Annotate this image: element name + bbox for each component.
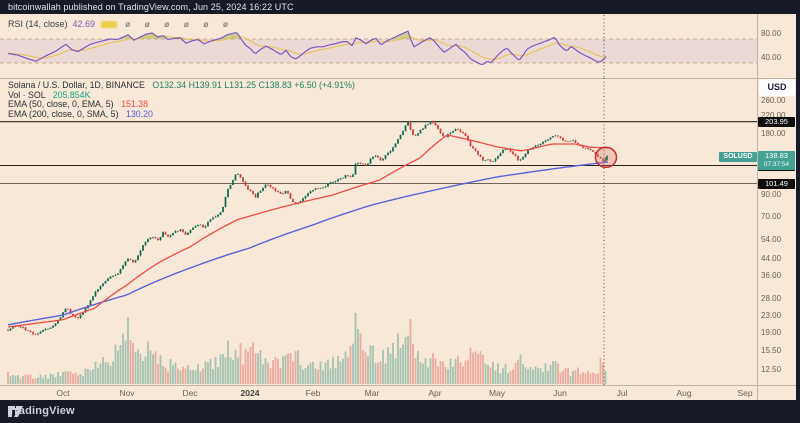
- ema200-row: EMA (200, close, 0, SMA, 5) 130.20: [8, 108, 355, 120]
- rsi-ma-value-obscured: [101, 21, 118, 29]
- rsi-axis-tick: 80.00: [761, 29, 782, 38]
- tradingview-brand-link[interactable]: TradingView: [8, 405, 75, 417]
- change-value: +6.50 (+4.91%): [294, 80, 355, 90]
- price-axis-tick: 220.00: [761, 111, 786, 120]
- price-axis-tick: 54.00: [761, 235, 782, 245]
- tradingview-logo-icon: [8, 405, 23, 417]
- ema50-row: EMA (50, close, 0, EMA, 5) 151.38: [8, 99, 355, 110]
- time-axis-label[interactable]: Aug: [676, 388, 692, 398]
- time-axis-label[interactable]: Feb: [305, 388, 321, 398]
- price-axis-tick: 70.00: [761, 212, 782, 222]
- time-axis-label[interactable]: Jun: [553, 388, 567, 398]
- time-axis-label[interactable]: Oct: [56, 388, 70, 398]
- ema200-label: EMA (200, close, 0, SMA, 5): [8, 108, 119, 119]
- time-scale[interactable]: Oct Nov Dec 2024 Feb Mar Apr May Jun Jul Aug Sep: [0, 385, 796, 400]
- price-axis-tick: 36.00: [761, 271, 782, 281]
- rsi-axis-tick: 40.00: [761, 53, 782, 62]
- rsi-pane[interactable]: [0, 14, 757, 78]
- price-level-label: 101.49: [758, 178, 795, 189]
- bottom-bar: TradingView: [0, 400, 800, 423]
- time-axis-label[interactable]: Mar: [364, 388, 380, 398]
- publish-info-text: bitcoinwallah published on TradingView.c…: [8, 2, 294, 12]
- symbol-title: Solana / U.S. Dollar, 1D, BINANCE: [8, 80, 145, 90]
- chart-area[interactable]: RSI (14, close) 42.69 ø ø ø ø ø ø Solana /…: [0, 14, 796, 400]
- time-axis-border: [0, 385, 796, 386]
- time-axis-label[interactable]: 2024: [240, 388, 260, 398]
- price-level-label: 203.95: [758, 116, 795, 127]
- price-axis-tick: 28.00: [761, 293, 782, 303]
- rsi-hidden-values: ø ø ø ø ø ø: [125, 19, 235, 29]
- time-axis-label[interactable]: Jul: [616, 388, 628, 398]
- volume-label: Vol · SOL: [8, 89, 46, 100]
- ema200-value: 130.20: [125, 108, 153, 119]
- price-axis-tick: 180.00: [761, 128, 786, 138]
- price-axis-tick: 12.50: [761, 365, 782, 375]
- rsi-label: RSI (14, close): [8, 19, 68, 29]
- currency-toggle-button[interactable]: USD: [759, 79, 795, 96]
- time-axis-label[interactable]: May: [488, 388, 506, 398]
- price-axis-border: [757, 14, 758, 400]
- price-pane[interactable]: [0, 78, 757, 386]
- volume-value: 205.854K: [52, 89, 91, 100]
- ema50-value: 151.38: [121, 99, 148, 110]
- ohlc-high: H139.91: [188, 80, 222, 90]
- ema50-label: EMA (50, close, 0, EMA, 5): [8, 99, 114, 110]
- publish-info-bar: bitcoinwallah published on TradingView.c…: [0, 0, 800, 14]
- price-axis-tick: 260.00: [761, 96, 786, 106]
- solusd-tag: SOLUSD: [719, 151, 757, 162]
- time-axis-label[interactable]: Nov: [119, 388, 135, 398]
- time-axis-label[interactable]: Sep: [737, 388, 753, 398]
- ohlc-open: O132.34: [152, 80, 187, 90]
- rsi-legend: RSI (14, close) 42.69 ø ø ø ø ø ø: [8, 19, 234, 29]
- ohlc-low: L131.25: [224, 80, 257, 90]
- price-axis-tick: 44.00: [761, 253, 782, 263]
- price-axis-tick: 23.00: [761, 311, 782, 321]
- price-axis-tick: 19.00: [761, 327, 782, 337]
- last-price-label: 138.83 07:37:54: [758, 150, 795, 170]
- brand-text: TradingView: [8, 405, 75, 417]
- price-axis-tick: 90.00: [761, 190, 782, 200]
- price-axis-tick: 15.50: [761, 346, 782, 356]
- symbol-row: Solana / U.S. Dollar, 1D, BINANCE O132.3…: [8, 80, 355, 91]
- pane-separator[interactable]: [0, 78, 796, 79]
- time-axis-label[interactable]: Dec: [182, 388, 198, 398]
- ohlc-close: C138.83: [258, 80, 292, 90]
- rsi-value: 42.69: [72, 19, 96, 29]
- volume-row: Vol · SOL 205.854K: [8, 89, 355, 101]
- symbol-legend: Solana / U.S. Dollar, 1D, BINANCE O132.3…: [8, 80, 355, 120]
- time-axis-label[interactable]: Apr: [428, 388, 442, 398]
